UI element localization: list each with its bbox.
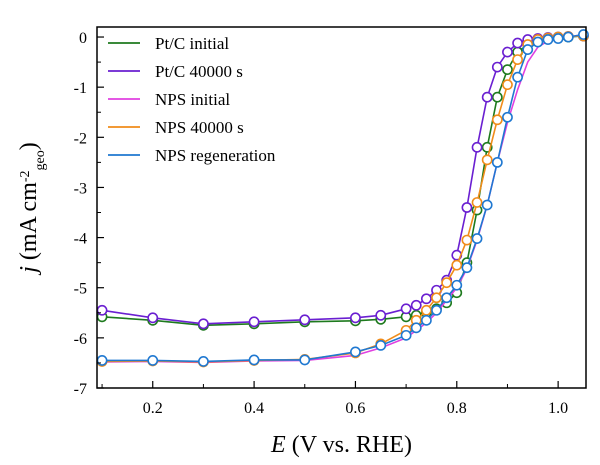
data-point [350, 346, 361, 358]
data-point [451, 279, 463, 291]
data-point [512, 37, 523, 49]
y-tick-label: -4 [74, 231, 87, 248]
data-point [248, 316, 260, 328]
data-point [461, 262, 473, 274]
data-point [502, 64, 513, 76]
y-tick-label: -7 [74, 381, 87, 398]
data-point [481, 91, 493, 103]
data-point [451, 259, 463, 271]
data-point [471, 197, 483, 208]
y-axis-superscript: -2 [18, 170, 33, 182]
y-tick-label: 0 [79, 30, 87, 47]
legend-label: NPS initial [155, 90, 230, 109]
data-point [491, 61, 503, 73]
y-axis-label: (mA cm [16, 182, 42, 266]
data-point [410, 322, 422, 334]
series-3 [96, 30, 589, 368]
x-tick-label: 0.2 [143, 400, 163, 417]
data-point [441, 277, 453, 289]
x-axis-title: E (V vs. RHE) [270, 432, 412, 458]
x-tick-label: 0.4 [244, 400, 264, 417]
data-point [410, 299, 422, 311]
x-tick-label: 0.6 [345, 400, 365, 417]
y-tick-label: -3 [74, 180, 87, 197]
data-point [431, 304, 442, 316]
axis-layer: 0.2 0.4 0.6 0.8 1.0 0 -1 -2 -3 -4 -5 -6 -7 [74, 30, 568, 417]
y-tick-label: -6 [74, 331, 87, 348]
legend: Pt/C initial Pt/C 40000 s NPS initial NPS 4… [108, 34, 276, 165]
data-point [512, 71, 523, 83]
y-axis-symbol: j [16, 266, 42, 276]
y-tick-label: -2 [74, 130, 87, 147]
y-tick-label: -1 [74, 80, 87, 97]
legend-label: NPS 40000 s [155, 118, 244, 137]
y-axis-subscript: geo [33, 150, 48, 170]
data-point [400, 303, 412, 315]
plot-frame [96, 26, 587, 389]
data-point [441, 292, 453, 304]
data-point [147, 355, 159, 366]
data-point [420, 304, 432, 316]
data-point [96, 355, 108, 366]
x-axis-symbol: E [270, 432, 286, 458]
series-4 [96, 29, 589, 367]
x-tick-label: 0.8 [447, 400, 467, 417]
data-point [248, 354, 260, 366]
data-point [350, 312, 361, 324]
data-point [491, 156, 503, 168]
data-point [420, 293, 432, 305]
data-point [481, 154, 493, 166]
data-point [502, 111, 513, 123]
y-axis-title: j (mA cm-2geo) [16, 142, 48, 276]
data-point [431, 292, 442, 304]
data-point [491, 114, 503, 126]
data-point [502, 79, 513, 91]
data-point [461, 234, 473, 246]
data-point [552, 33, 564, 44]
x-axis-label: (V vs. RHE) [286, 432, 412, 458]
data-point [375, 309, 387, 321]
data-point [562, 31, 574, 43]
data-point [481, 199, 493, 211]
legend-label: Pt/C 40000 s [155, 62, 243, 81]
data-point [96, 304, 108, 316]
data-point [512, 54, 523, 65]
data-point [147, 312, 159, 324]
data-point [532, 36, 544, 48]
data-point [299, 354, 311, 366]
data-point [491, 91, 503, 103]
legend-label: NPS regeneration [155, 146, 276, 165]
data-point [542, 34, 554, 45]
data-point [299, 314, 311, 326]
y-tick-label: -5 [74, 281, 87, 298]
data-point [400, 329, 412, 341]
data-point [461, 202, 473, 213]
data-point [198, 318, 209, 330]
data-point [522, 44, 534, 55]
data-point [471, 233, 483, 244]
data-point [420, 314, 432, 326]
data-point [471, 141, 483, 153]
series-layer [96, 29, 589, 368]
data-point [198, 356, 209, 367]
data-point [502, 46, 513, 58]
x-tick-label: 1.0 [548, 400, 568, 417]
legend-label: Pt/C initial [155, 34, 229, 53]
data-point [375, 339, 387, 351]
y-axis-close: ) [16, 142, 42, 150]
